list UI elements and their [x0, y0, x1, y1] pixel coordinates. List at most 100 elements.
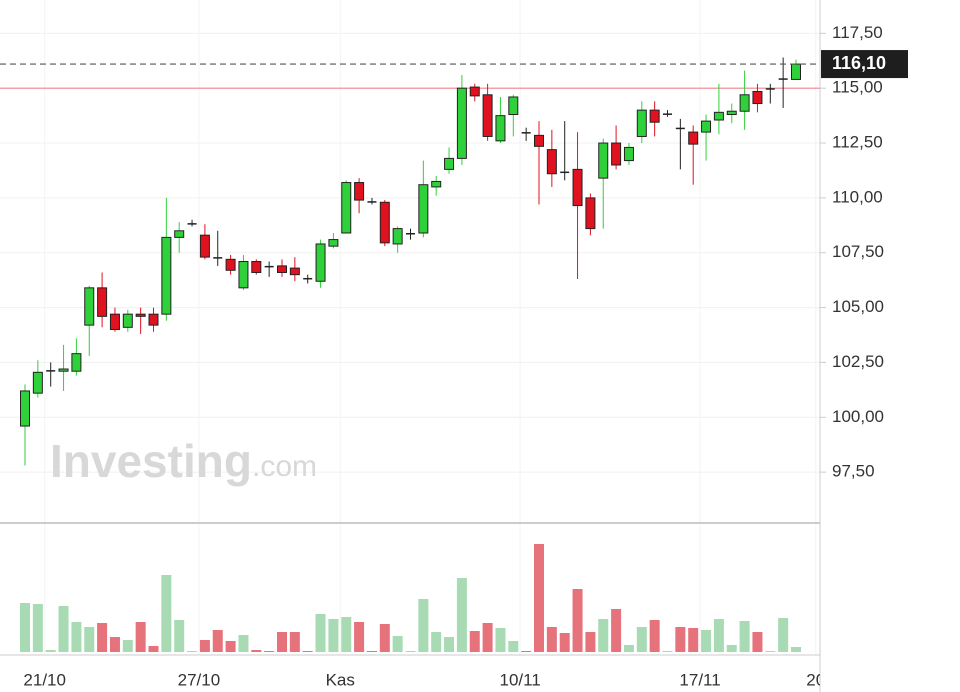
candle-body: [444, 157, 455, 170]
candle-body: [58, 368, 69, 372]
volume-bar: [328, 619, 339, 652]
volume-bar: [289, 632, 300, 652]
volume-bar: [444, 637, 455, 652]
candle-body: [495, 115, 506, 142]
x-tick-label: 17/11: [679, 670, 720, 689]
candle-body: [97, 287, 108, 317]
volume-bar: [302, 651, 313, 652]
candle-body: [431, 180, 442, 188]
candle-body: [225, 258, 236, 271]
volume-bar: [572, 589, 583, 652]
volume-bar: [521, 651, 532, 652]
x-tick-label: 27/10: [178, 670, 221, 689]
volume-bar: [238, 635, 249, 652]
candle-body: [187, 223, 197, 225]
candle-body: [701, 120, 712, 133]
candle-body: [663, 113, 672, 115]
volume-bar: [71, 622, 82, 652]
volume-bar: [354, 622, 365, 652]
candle-body: [238, 261, 249, 289]
volume-bar: [277, 632, 287, 652]
volume-bar: [598, 619, 609, 652]
volume-bar: [109, 637, 120, 652]
candle-body: [174, 230, 185, 238]
volume-bar: [611, 609, 622, 652]
candle-body: [315, 243, 326, 282]
candle-body: [20, 390, 30, 427]
candle-body: [341, 182, 352, 234]
volume-bar: [379, 624, 390, 652]
candle-body: [122, 313, 133, 328]
candle-body: [675, 127, 685, 130]
volume-bar: [431, 632, 442, 652]
volume-bar: [84, 627, 95, 652]
candle-body: [572, 168, 583, 207]
candle-body: [367, 201, 377, 203]
volume-bar: [161, 575, 172, 652]
candle-body: [161, 236, 172, 315]
volume-bar: [199, 640, 210, 652]
volume-bar: [585, 632, 596, 652]
candle-body: [109, 313, 120, 331]
candle-body: [546, 149, 557, 175]
volume-bar: [97, 623, 108, 652]
candle-body: [765, 88, 775, 90]
candle-body: [469, 86, 480, 97]
watermark: Investing: [50, 435, 252, 487]
candle-body: [752, 90, 763, 105]
volume-bar: [739, 621, 750, 652]
volume-bar: [778, 618, 789, 652]
candle-body: [508, 96, 519, 116]
volume-bar: [791, 647, 801, 652]
candle-body: [199, 234, 210, 258]
candle-body: [406, 232, 415, 235]
candle-body: [328, 239, 339, 247]
candle-body: [521, 132, 531, 134]
volume-bar: [212, 630, 223, 652]
candle-body: [148, 313, 159, 326]
volume-bar: [495, 628, 506, 652]
volume-bar: [636, 627, 647, 652]
candle-body: [585, 197, 596, 230]
candle-body: [778, 78, 788, 80]
volume-bar: [315, 614, 326, 652]
candle-body: [739, 94, 750, 112]
y-tick-label: 110,00: [832, 187, 883, 206]
volume-bar: [174, 620, 185, 652]
volume-bar: [45, 650, 56, 652]
volume-bar: [32, 604, 43, 652]
volume-bar: [58, 606, 69, 652]
y-tick-label: 112,50: [832, 133, 883, 152]
volume-bar: [546, 627, 557, 652]
y-tick-label: 102,50: [832, 352, 884, 371]
candle-body: [264, 265, 274, 268]
candle-body: [636, 109, 647, 137]
candle-body: [379, 201, 390, 244]
candle-body: [623, 146, 634, 162]
volume-bar: [662, 651, 673, 652]
candle-body: [46, 370, 56, 372]
volume-bar: [366, 651, 377, 652]
volume-bar: [482, 623, 493, 652]
volume-bar: [649, 620, 660, 652]
candle-body: [713, 111, 724, 121]
candle-body: [135, 313, 146, 317]
x-tick-label: Kas: [326, 670, 355, 689]
volume-bar: [148, 646, 159, 652]
axis-labels: 97,50 100,00 102,50 105,00 107,50 110,00 112,5…: [820, 23, 908, 481]
candle-body: [688, 131, 699, 145]
candle-body: [289, 267, 300, 276]
candle-body: [71, 353, 82, 372]
candle-body: [84, 287, 95, 326]
candle-body: [418, 184, 429, 234]
volume-bar: [726, 645, 737, 652]
volume-bar: [559, 633, 570, 652]
volume-bar: [405, 651, 416, 652]
candle-body: [649, 109, 660, 123]
y-tick-label: 105,00: [832, 297, 884, 316]
volume-bar: [765, 651, 776, 652]
volume-bar: [469, 631, 480, 652]
candle-body: [213, 257, 223, 259]
candle-body: [611, 142, 622, 166]
